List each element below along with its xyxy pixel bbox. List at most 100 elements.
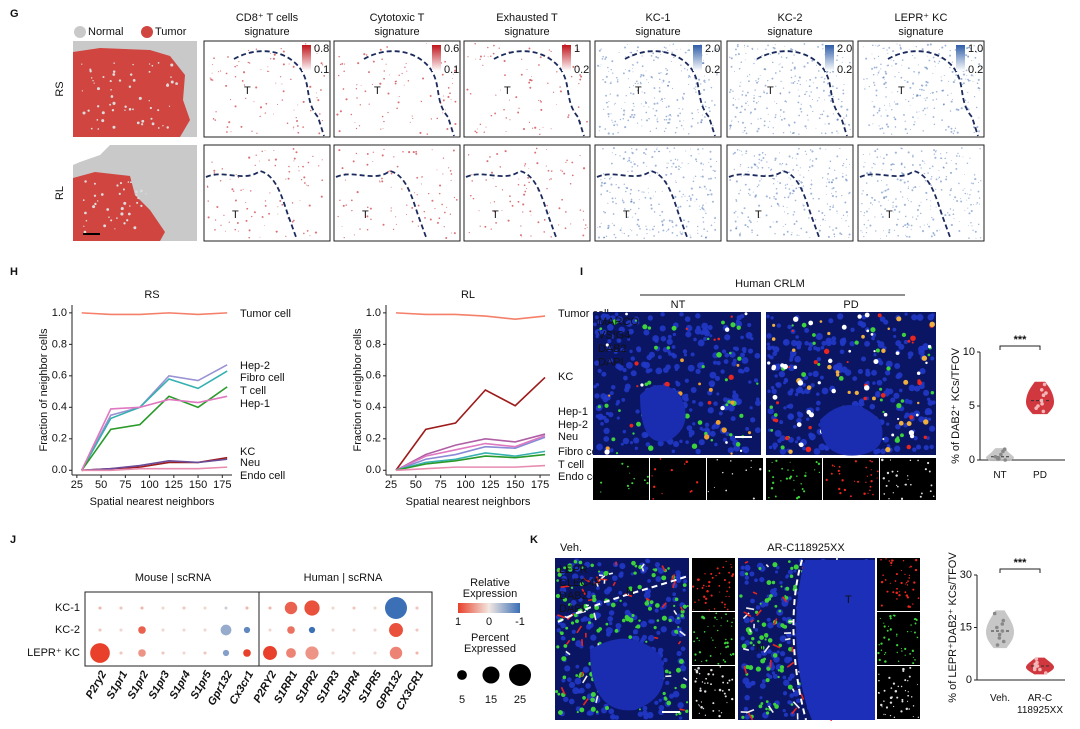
- texture: [797, 170, 799, 172]
- texture: [601, 58, 604, 60]
- texture: [684, 195, 686, 197]
- texture: [817, 462, 821, 466]
- texture: [672, 690, 680, 698]
- texture: [842, 92, 845, 95]
- texture: [739, 149, 741, 151]
- x-tick-label: 75: [119, 479, 131, 491]
- texture: [879, 398, 883, 402]
- texture: [870, 333, 874, 336]
- texture: [878, 679, 880, 682]
- texture: [638, 225, 640, 228]
- texture: [709, 189, 712, 192]
- texture: [485, 179, 487, 181]
- texture: [895, 103, 897, 105]
- texture: [605, 446, 610, 451]
- texture: [403, 84, 405, 86]
- texture: [791, 231, 793, 233]
- texture: [973, 174, 976, 176]
- texture: [731, 678, 734, 681]
- texture: [636, 61, 639, 64]
- texture: [678, 215, 680, 217]
- texture: [963, 188, 965, 190]
- texture: [740, 636, 745, 641]
- texture: [94, 202, 97, 206]
- texture: [908, 384, 916, 392]
- texture: [89, 68, 92, 71]
- texture: [97, 128, 100, 130]
- texture: [747, 431, 752, 435]
- texture: [907, 199, 909, 201]
- texture: [956, 131, 959, 134]
- texture: [791, 324, 794, 327]
- texture: [236, 222, 239, 224]
- texture: [730, 416, 736, 422]
- texture: [776, 323, 782, 328]
- texture: [303, 232, 305, 235]
- series-label: Endo cell: [558, 471, 603, 483]
- texture: [698, 651, 702, 654]
- texture: [779, 581, 783, 585]
- texture: [758, 162, 760, 164]
- texture: [897, 218, 899, 220]
- texture: [904, 654, 906, 656]
- texture: [880, 558, 882, 561]
- texture: [767, 702, 772, 707]
- texture: [628, 487, 630, 490]
- texture: [248, 62, 251, 64]
- texture: [660, 98, 663, 101]
- texture: [803, 176, 805, 178]
- texture: [270, 52, 272, 54]
- texture: [624, 208, 626, 210]
- texture: [162, 125, 164, 127]
- texture: [954, 79, 956, 81]
- texture: [884, 370, 891, 376]
- texture: [570, 223, 572, 225]
- texture: [724, 641, 727, 643]
- texture: [695, 699, 698, 702]
- texture: [584, 227, 586, 230]
- texture: [272, 57, 275, 60]
- texture: [869, 459, 872, 462]
- texture: [255, 154, 257, 156]
- texture: [593, 612, 597, 621]
- texture: [833, 465, 835, 468]
- texture: [912, 97, 914, 99]
- texture: [773, 413, 778, 417]
- texture: [808, 372, 813, 377]
- texture: [747, 226, 749, 228]
- texture: [904, 79, 906, 82]
- texture: [905, 581, 908, 584]
- texture: [303, 182, 306, 184]
- texture: [915, 95, 918, 98]
- texture: [977, 223, 980, 226]
- texture: [973, 204, 974, 205]
- texture: [868, 208, 870, 210]
- texture: [735, 442, 741, 447]
- texture: [890, 564, 892, 567]
- texture: [967, 108, 970, 111]
- violin: [986, 610, 1014, 649]
- texture: [150, 117, 153, 120]
- texture: [572, 573, 579, 580]
- texture: [736, 325, 741, 330]
- texture: [662, 347, 668, 353]
- texture: [692, 399, 696, 404]
- texture: [624, 46, 627, 49]
- texture: [873, 359, 879, 365]
- texture: [904, 224, 907, 227]
- texture: [978, 89, 980, 91]
- texture: [515, 96, 518, 99]
- texture: [694, 158, 698, 161]
- texture: [398, 74, 400, 77]
- texture: [663, 130, 666, 133]
- texture: [546, 148, 548, 150]
- texture: [592, 580, 596, 584]
- texture: [926, 67, 928, 69]
- texture: [645, 597, 651, 602]
- texture: [661, 565, 666, 572]
- texture: [316, 97, 318, 99]
- texture: [248, 229, 251, 232]
- texture: [712, 169, 714, 172]
- group-label: AR-C118925XX: [767, 542, 845, 554]
- texture: [647, 578, 651, 583]
